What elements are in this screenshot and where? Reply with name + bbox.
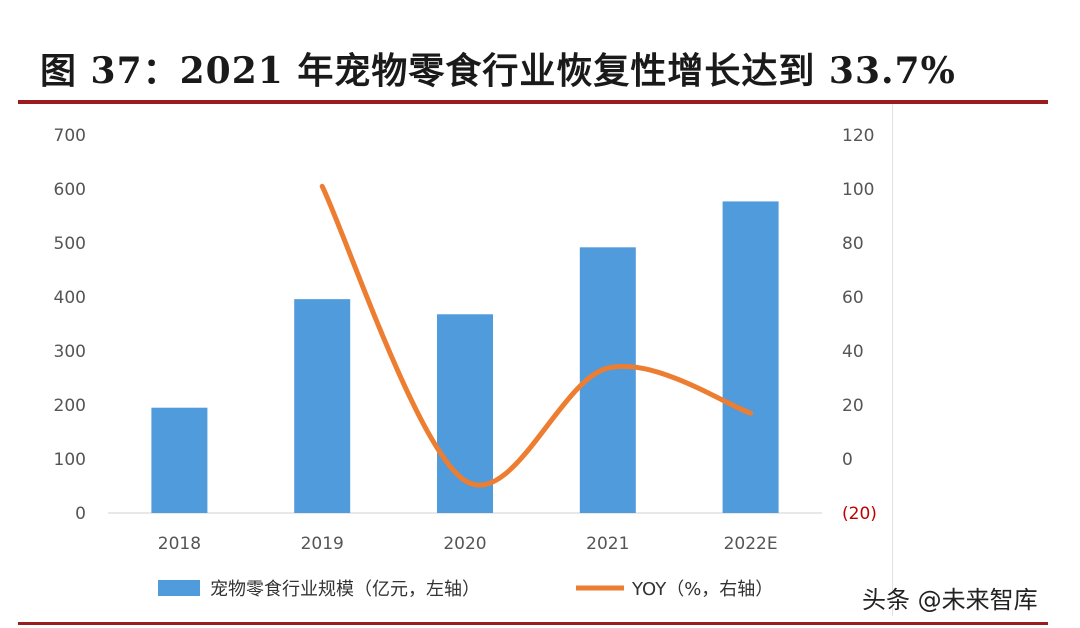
yoy-line [319,183,754,488]
right-axis-tick-label: 100 [842,180,874,200]
watermark: 头条 @未来智库 [862,586,1038,614]
bar-2018 [151,407,208,513]
left-axis-tick-label: 300 [54,342,86,362]
left-axis-tick-label: 500 [54,234,86,254]
legend-label-bar: 宠物零食行业规模（亿元，左轴） [210,579,480,600]
right-axis-tick-label: 80 [842,234,864,254]
right-axis-tick-label: 120 [842,126,874,146]
right-axis-tick-label: 40 [842,342,864,362]
left-axis-tick-label: 400 [54,288,86,308]
right-axis-tick-label: 0 [842,450,853,470]
left-axis-tick-label: 200 [54,396,86,416]
right-axis-tick-label: 60 [842,288,864,308]
left-axis-tick-label: 700 [54,126,86,146]
left-axis-tick-label: 0 [75,504,86,524]
bar-2019 [294,299,351,513]
x-axis-tick-label: 2022E [724,534,778,554]
x-axis-tick-label: 2021 [586,534,629,554]
chart-frame [18,104,893,616]
title-rule [18,100,1048,104]
x-axis-tick-label: 2019 [301,534,344,554]
right-axis-tick-label: (20) [842,504,877,524]
bottom-rule [18,622,1048,625]
legend-swatch-bar [158,580,200,596]
legend-label-line: YOY（%，右轴） [631,579,773,600]
x-axis-tick-label: 2018 [158,534,201,554]
right-axis-tick-label: 20 [842,396,864,416]
bar-2022E [722,201,779,514]
left-axis-tick-label: 100 [54,450,86,470]
left-axis-tick-label: 600 [54,180,86,200]
chart-title: 图 37：2021 年宠物零食行业恢复性增长达到 33.7% [40,50,956,92]
x-axis-tick-label: 2020 [443,534,486,554]
